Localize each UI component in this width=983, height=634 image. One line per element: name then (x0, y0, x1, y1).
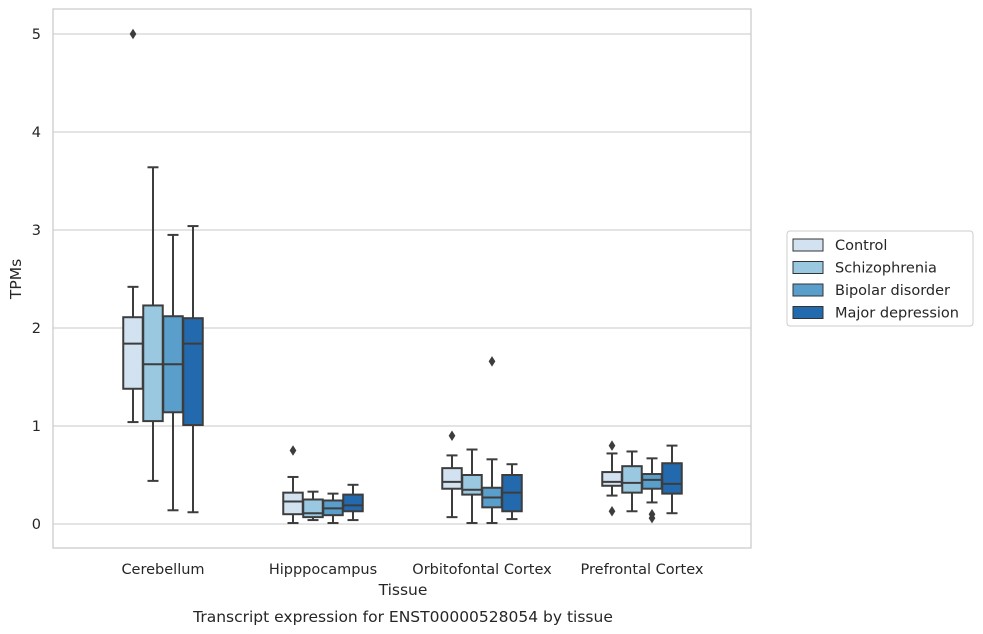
box-2 (461, 448, 483, 525)
legend-label: Bipolar disorder (835, 283, 950, 299)
y-axis-label: TPMs (7, 259, 25, 300)
outlier-point (608, 506, 616, 517)
box-iqr (461, 474, 483, 496)
box-iqr (621, 465, 643, 494)
box-4 (182, 225, 204, 514)
outlier-point (608, 440, 616, 451)
boxplots (122, 28, 683, 525)
legend-label: Major depression (835, 306, 959, 322)
gridlines (53, 33, 751, 525)
box-4 (661, 444, 683, 515)
box-iqr (182, 317, 204, 427)
plot-frame (52, 8, 752, 549)
box-4 (501, 463, 523, 521)
box-3 (641, 457, 663, 524)
chart-caption: Transcript expression for ENST0000052805… (192, 608, 613, 626)
y-tick-label: 5 (32, 27, 41, 43)
y-tick-label: 1 (32, 419, 41, 435)
box-3 (481, 356, 503, 525)
box-1 (122, 28, 144, 424)
y-tick-labels: 0 1 2 3 4 5 (32, 27, 41, 533)
box-1 (282, 445, 304, 525)
legend-label: Control (835, 238, 887, 254)
box-iqr (302, 498, 324, 519)
y-tick-label: 4 (32, 125, 41, 141)
box-1 (601, 440, 623, 517)
box-2 (302, 490, 324, 522)
outlier-point (648, 512, 656, 524)
box-3 (162, 233, 184, 512)
legend-swatch (792, 238, 824, 252)
x-tick-label: Cerebellum (121, 562, 204, 578)
outlier-point (129, 28, 137, 40)
box-2 (621, 450, 643, 513)
box-1 (441, 430, 463, 519)
legend-swatch (792, 261, 824, 274)
box-iqr (601, 471, 623, 487)
x-tick-label: Orbitofontal Cortex (412, 562, 552, 578)
outlier-point (289, 445, 297, 456)
legend-label: Schizophrenia (835, 261, 937, 277)
x-tick-label: Hipppocampus (269, 562, 377, 578)
x-tick-labels: Cerebellum Hipppocampus Orbitofontal Corte… (121, 562, 703, 578)
legend: Control Schizophrenia Bipolar disorder Majo… (786, 230, 974, 327)
legend-swatch (792, 283, 824, 297)
outlier-point (488, 356, 496, 367)
box-2 (142, 166, 164, 482)
x-tick-label: Prefrontal Cortex (581, 562, 704, 578)
box-iqr (661, 462, 683, 495)
box-4 (342, 483, 364, 522)
box-iqr (122, 316, 144, 390)
y-tick-label: 3 (32, 223, 41, 239)
x-axis-label: Tissue (378, 581, 428, 599)
box-iqr (342, 493, 364, 513)
box-iqr (282, 491, 304, 516)
box-iqr (441, 467, 463, 490)
box-3 (322, 492, 344, 525)
y-tick-label: 2 (32, 321, 41, 337)
legend-frame (786, 230, 974, 327)
outlier-point (448, 430, 456, 442)
box-iqr (641, 473, 663, 490)
legend-swatch (792, 306, 824, 319)
y-tick-label: 0 (32, 517, 41, 533)
